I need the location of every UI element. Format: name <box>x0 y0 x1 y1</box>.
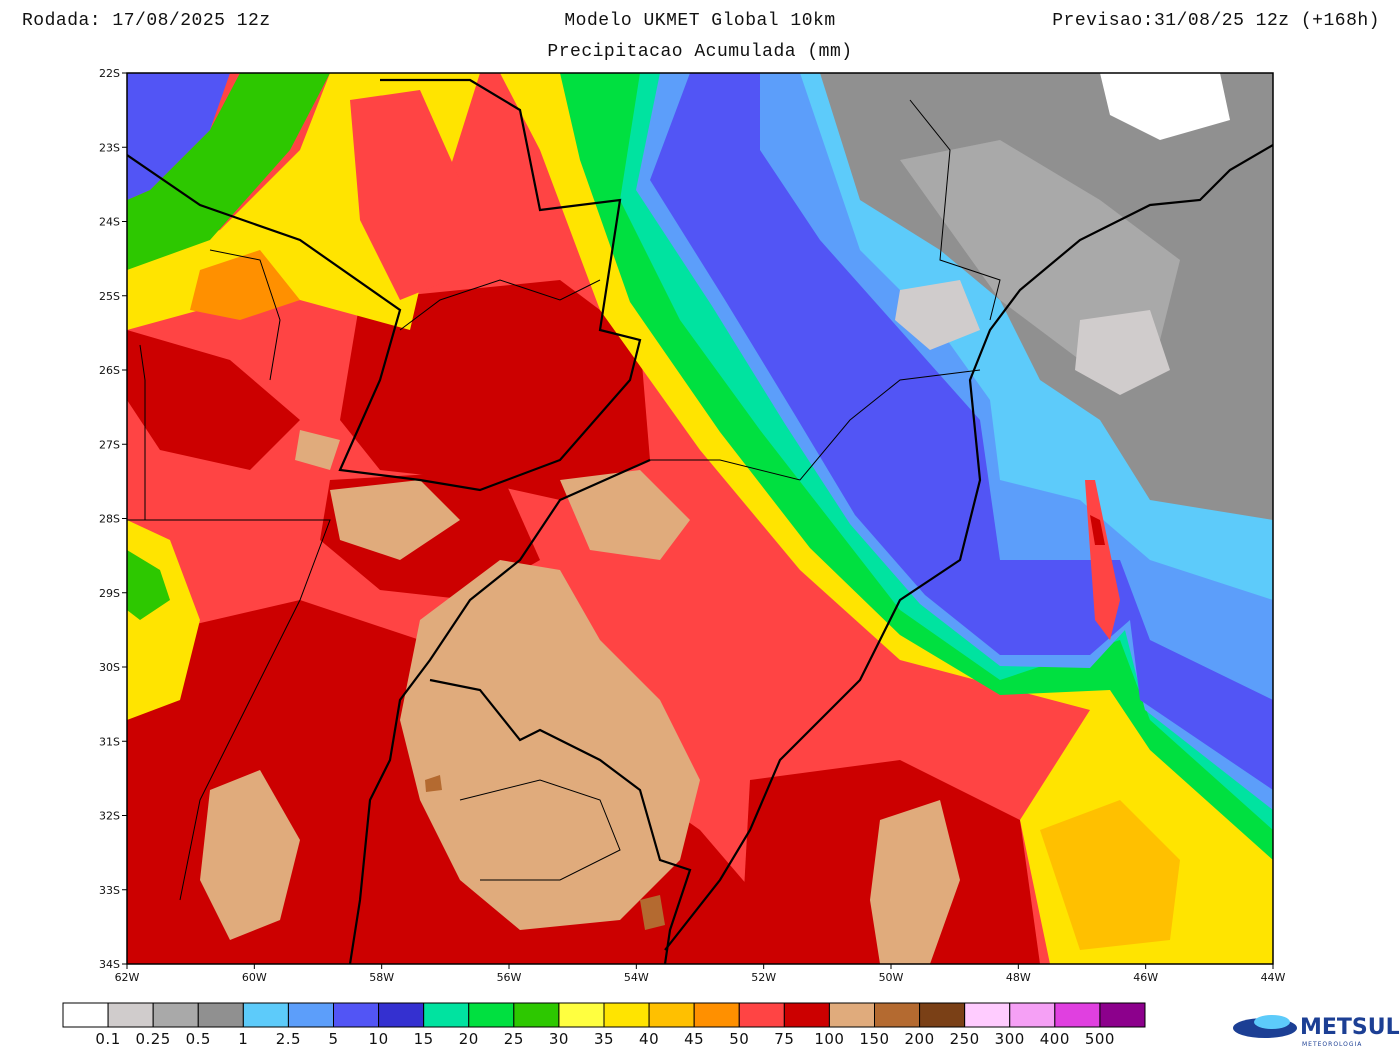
legend-swatch <box>693 1002 740 1028</box>
legend-swatch <box>107 1002 154 1028</box>
legend-swatch <box>648 1002 695 1028</box>
lat-tick-label: 30S <box>99 661 120 674</box>
lon-tick-label: 48W <box>1006 971 1031 984</box>
legend-swatch <box>468 1002 515 1028</box>
legend-swatch <box>287 1002 334 1028</box>
lon-tick-label: 44W <box>1261 971 1286 984</box>
run-label: Rodada: 17/08/2025 12z <box>22 11 271 31</box>
model-label: Modelo UKMET Global 10km <box>564 11 835 31</box>
legend-swatch <box>242 1002 289 1028</box>
legend-label: 35 <box>594 1030 614 1048</box>
lon-tick-label: 56W <box>497 971 522 984</box>
legend-swatch <box>62 1002 109 1028</box>
legend-label: 1 <box>238 1030 248 1048</box>
legend-label: 0.5 <box>186 1030 211 1048</box>
axis-ticks: 22S23S24S25S26S27S28S29S30S31S32S33S34S6… <box>99 67 1286 984</box>
legend-swatch <box>964 1002 1011 1028</box>
logo: METSUL METEOROLOGIA <box>1233 1015 1400 1048</box>
lon-tick-label: 50W <box>879 971 904 984</box>
legend-label: 500 <box>1085 1030 1115 1048</box>
lat-tick-label: 28S <box>99 513 120 526</box>
precip-map <box>127 73 1273 964</box>
lat-tick-label: 29S <box>99 587 120 600</box>
logo-tagline: METEOROLOGIA <box>1302 1041 1362 1048</box>
lat-tick-label: 22S <box>99 67 120 80</box>
legend-label: 45 <box>684 1030 704 1048</box>
legend-swatch <box>783 1002 830 1028</box>
lon-tick-label: 52W <box>751 971 776 984</box>
lat-tick-label: 25S <box>99 290 120 303</box>
lat-tick-label: 24S <box>99 216 120 229</box>
legend-label: 50 <box>729 1030 749 1048</box>
legend-label: 0.25 <box>135 1030 170 1048</box>
legend-label: 20 <box>459 1030 479 1048</box>
legend-swatch <box>197 1002 244 1028</box>
color-legend: 0.1 0.25 0.5 1 2.5 5 10 15 20 25 30 35 40 45 50 75 100 15… <box>62 1002 1146 1048</box>
forecast-label: Previsao:31/08/25 12z (+168h) <box>1052 11 1380 31</box>
legend-swatch <box>919 1002 966 1028</box>
legend-label: 40 <box>639 1030 659 1048</box>
legend-label: 150 <box>859 1030 889 1048</box>
legend-label: 250 <box>950 1030 980 1048</box>
legend-label: 25 <box>504 1030 524 1048</box>
legend-label: 10 <box>369 1030 389 1048</box>
legend-swatch <box>1009 1002 1056 1028</box>
legend-swatch <box>738 1002 785 1028</box>
legend-swatch <box>378 1002 425 1028</box>
lat-tick-label: 26S <box>99 364 120 377</box>
lon-tick-label: 54W <box>624 971 649 984</box>
logo-name: METSUL <box>1300 1015 1400 1040</box>
lon-tick-label: 62W <box>115 971 140 984</box>
lat-tick-label: 31S <box>99 735 120 748</box>
legend-swatch <box>152 1002 199 1028</box>
legend-swatch <box>1099 1002 1146 1028</box>
product-label: Precipitacao Acumulada (mm) <box>547 42 852 62</box>
legend-label: 400 <box>1040 1030 1070 1048</box>
legend-label: 30 <box>549 1030 569 1048</box>
legend-swatch <box>874 1002 921 1028</box>
legend-label: 2.5 <box>276 1030 301 1048</box>
lon-tick-label: 60W <box>242 971 267 984</box>
legend-swatch <box>333 1002 380 1028</box>
lon-tick-label: 58W <box>369 971 394 984</box>
legend-label: 5 <box>328 1030 338 1048</box>
legend-label: 15 <box>414 1030 434 1048</box>
legend-swatch <box>558 1002 605 1028</box>
legend-swatch <box>1054 1002 1101 1028</box>
legend-swatch <box>828 1002 876 1028</box>
legend-label: 100 <box>814 1030 844 1048</box>
lat-tick-label: 23S <box>99 141 120 154</box>
legend-label: 75 <box>774 1030 794 1048</box>
legend-swatch <box>603 1002 650 1028</box>
legend-label: 300 <box>995 1030 1025 1048</box>
lon-tick-label: 46W <box>1133 971 1158 984</box>
legend-label: 0.1 <box>95 1030 120 1048</box>
lat-tick-label: 33S <box>99 884 120 897</box>
legend-label: 200 <box>905 1030 935 1048</box>
legend-swatch <box>513 1002 560 1028</box>
lat-tick-label: 34S <box>99 958 120 971</box>
legend-swatch <box>423 1002 470 1028</box>
lat-tick-label: 32S <box>99 810 120 823</box>
lat-tick-label: 27S <box>99 438 120 451</box>
